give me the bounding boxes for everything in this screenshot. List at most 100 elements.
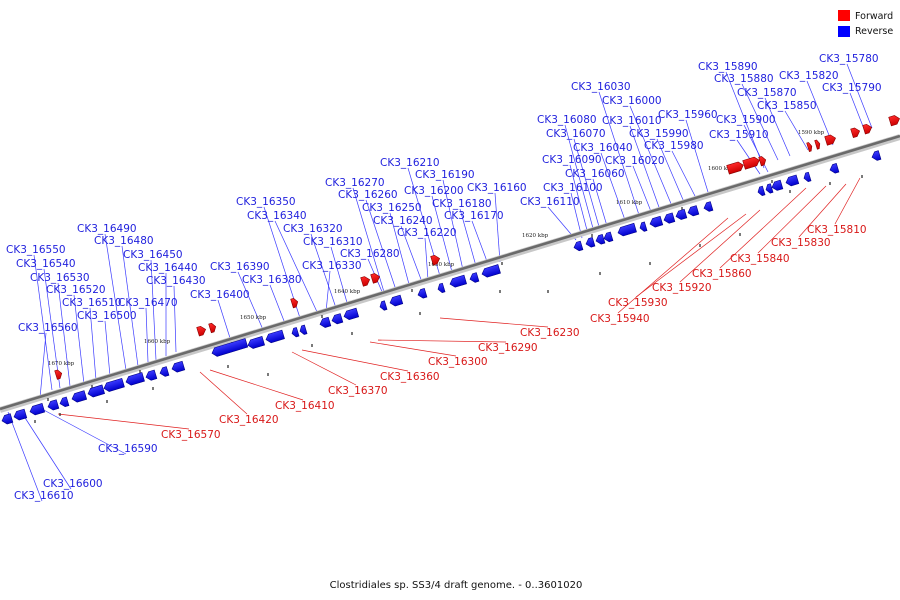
reverse-gene-label[interactable]: CK3_15880 [714,73,774,85]
reverse-gene[interactable] [379,300,388,311]
reverse-gene[interactable] [331,313,344,326]
reverse-gene-label[interactable]: CK3_16280 [340,248,400,260]
reverse-gene-label[interactable]: CK3_16240 [373,215,433,227]
reverse-gene[interactable] [757,185,766,196]
reverse-gene[interactable] [469,272,480,284]
reverse-gene[interactable] [603,231,614,243]
reverse-gene[interactable] [771,179,784,192]
reverse-gene[interactable] [47,399,60,412]
reverse-gene[interactable] [159,366,170,378]
reverse-gene-label[interactable]: CK3_15990 [629,128,689,140]
reverse-gene-label[interactable]: CK3_16030 [571,81,631,93]
reverse-gene[interactable] [663,212,676,225]
reverse-gene-label[interactable]: CK3_16600 [43,478,103,490]
forward-gene[interactable] [862,123,873,135]
reverse-gene[interactable] [319,316,332,329]
reverse-gene-label[interactable]: CK3_16090 [542,154,602,166]
reverse-gene[interactable] [87,384,105,398]
reverse-gene-label[interactable]: CK3_16450 [123,249,183,261]
forward-gene[interactable] [888,114,900,127]
reverse-gene-label[interactable]: CK3_16000 [602,95,662,107]
reverse-gene[interactable] [103,377,125,392]
forward-gene[interactable] [742,156,761,170]
reverse-gene[interactable] [639,221,648,232]
forward-gene-label[interactable]: CK3_16300 [428,356,488,368]
forward-gene[interactable] [758,156,767,167]
reverse-gene[interactable] [145,369,158,382]
forward-gene[interactable] [208,322,217,334]
reverse-gene-label[interactable]: CK3_16250 [362,202,422,214]
reverse-gene-label[interactable]: CK3_16010 [602,115,662,127]
reverse-gene-label[interactable]: CK3_16210 [380,157,440,169]
reverse-gene[interactable] [211,338,249,357]
reverse-gene[interactable] [13,408,28,421]
reverse-gene[interactable] [595,234,606,245]
reverse-gene-label[interactable]: CK3_16260 [338,189,398,201]
reverse-gene-label[interactable]: CK3_16180 [432,198,492,210]
reverse-gene-label[interactable]: CK3_16330 [302,260,362,272]
reverse-gene[interactable] [417,288,428,299]
forward-gene-label[interactable]: CK3_15840 [730,253,790,265]
reverse-gene-label[interactable]: CK3_16380 [242,274,302,286]
forward-gene[interactable] [814,139,821,150]
reverse-gene-label[interactable]: CK3_16400 [190,289,250,301]
reverse-gene-label[interactable]: CK3_15980 [644,140,704,152]
reverse-gene[interactable] [785,174,800,187]
reverse-gene[interactable] [649,215,664,228]
reverse-gene-label[interactable]: CK3_16550 [6,244,66,256]
reverse-gene[interactable] [389,294,404,307]
reverse-gene-label[interactable]: CK3_16540 [16,258,76,270]
forward-gene[interactable] [290,297,299,309]
reverse-gene-label[interactable]: CK3_15890 [698,61,758,73]
forward-gene-label[interactable]: CK3_16570 [161,429,221,441]
reverse-gene-label[interactable]: CK3_16110 [520,196,580,208]
forward-gene-label[interactable]: CK3_15860 [692,268,752,280]
reverse-gene[interactable] [617,222,637,237]
reverse-gene-label[interactable]: CK3_16590 [98,443,158,455]
reverse-gene[interactable] [265,329,285,344]
reverse-gene-label[interactable]: CK3_15870 [737,87,797,99]
reverse-gene-label[interactable]: CK3_16530 [30,272,90,284]
reverse-gene-label[interactable]: CK3_16430 [146,275,206,287]
forward-gene-label[interactable]: CK3_15830 [771,237,831,249]
reverse-gene[interactable] [481,264,501,279]
reverse-gene[interactable] [573,240,584,252]
reverse-gene-label[interactable]: CK3_16100 [543,182,603,194]
reverse-gene[interactable] [125,372,145,387]
forward-gene-label[interactable]: CK3_16410 [275,400,335,412]
reverse-gene[interactable] [71,390,88,404]
reverse-gene[interactable] [171,360,186,373]
reverse-gene-label[interactable]: CK3_16270 [325,177,385,189]
reverse-gene-label[interactable]: CK3_15820 [779,70,839,82]
reverse-gene[interactable] [585,237,596,248]
reverse-gene[interactable] [803,171,812,183]
forward-gene[interactable] [54,369,63,380]
reverse-gene-label[interactable]: CK3_16390 [210,261,270,273]
reverse-gene-label[interactable]: CK3_16470 [118,297,178,309]
reverse-gene-label[interactable]: CK3_15790 [822,82,882,94]
reverse-gene-label[interactable]: CK3_16520 [46,284,106,296]
forward-gene[interactable] [360,275,371,287]
reverse-gene-label[interactable]: CK3_16160 [467,182,527,194]
reverse-gene[interactable] [29,403,46,416]
reverse-gene[interactable] [687,205,700,218]
forward-gene-label[interactable]: CK3_16290 [478,342,538,354]
reverse-gene-label[interactable]: CK3_15850 [757,100,817,112]
reverse-gene-label[interactable]: CK3_16500 [77,310,137,322]
forward-gene[interactable] [824,134,837,146]
reverse-gene-label[interactable]: CK3_16610 [14,490,74,502]
reverse-gene-label[interactable]: CK3_16070 [546,128,606,140]
forward-gene-label[interactable]: CK3_15920 [652,282,712,294]
reverse-gene[interactable] [871,150,882,162]
forward-gene-label[interactable]: CK3_15930 [608,297,668,309]
reverse-gene[interactable] [1,413,14,426]
reverse-gene[interactable] [675,208,688,221]
forward-gene[interactable] [370,272,381,284]
reverse-gene[interactable] [247,336,265,349]
reverse-gene-label[interactable]: CK3_16040 [573,142,633,154]
reverse-gene-label[interactable]: CK3_16440 [138,262,198,274]
reverse-gene-label[interactable]: CK3_15960 [658,109,718,121]
reverse-gene-label[interactable]: CK3_16020 [605,155,665,167]
reverse-gene[interactable] [59,396,70,408]
reverse-gene-label[interactable]: CK3_16190 [415,169,475,181]
